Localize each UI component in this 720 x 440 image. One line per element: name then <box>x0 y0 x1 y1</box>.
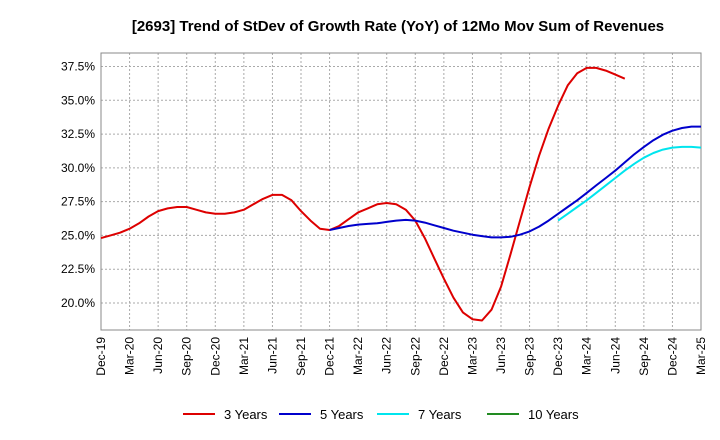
y-tick-label: 32.5% <box>61 127 95 141</box>
x-tick-label: Jun-23 <box>494 337 508 374</box>
series-line-5-years <box>329 125 701 239</box>
y-tick-label: 25.0% <box>61 228 95 242</box>
y-tick-label: 35.0% <box>61 93 95 107</box>
x-tick-label: Jun-24 <box>608 337 622 374</box>
series-lines <box>100 66 702 322</box>
x-axis: Dec-19 Mar-20 Jun-20 Sep-20 Dec-20 Mar-21 Jun-… <box>94 337 708 376</box>
plot-frame <box>100 52 702 331</box>
x-tick-label: Mar-25 <box>694 337 708 375</box>
x-tick-label: Mar-21 <box>237 337 251 375</box>
series-line-7-years <box>557 145 702 222</box>
x-tick-label: Dec-23 <box>551 337 565 376</box>
x-tick-label: Sep-21 <box>294 337 308 376</box>
y-tick-label: 20.0% <box>61 296 95 310</box>
x-tick-label: Mar-24 <box>580 337 594 375</box>
x-tick-label: Dec-22 <box>437 337 451 376</box>
y-tick-label: 30.0% <box>61 161 95 175</box>
x-tick-label: Dec-20 <box>208 337 222 376</box>
x-tick-label: Dec-21 <box>323 337 337 376</box>
x-tick-label: Mar-20 <box>123 337 137 375</box>
x-tick-label: Sep-22 <box>408 337 422 376</box>
legend: 3 Years 5 Years 7 Years 10 Years <box>183 407 579 422</box>
y-tick-label: 37.5% <box>61 60 95 74</box>
y-axis: 20.0% 22.5% 25.0% 27.5% 30.0% 32.5% 35.0% 37.5% <box>61 60 95 310</box>
x-tick-label: Sep-23 <box>523 337 537 376</box>
x-tick-label: Dec-19 <box>94 337 108 376</box>
grid <box>101 53 701 330</box>
legend-label: 3 Years <box>224 407 268 422</box>
x-tick-label: Mar-22 <box>351 337 365 375</box>
x-tick-label: Sep-24 <box>637 337 651 376</box>
legend-label: 7 Years <box>418 407 462 422</box>
x-tick-label: Dec-24 <box>665 337 679 376</box>
x-tick-label: Mar-23 <box>465 337 479 375</box>
x-tick-label: Jun-20 <box>151 337 165 374</box>
legend-label: 5 Years <box>320 407 364 422</box>
y-tick-label: 22.5% <box>61 262 95 276</box>
legend-label: 10 Years <box>528 407 579 422</box>
x-tick-label: Sep-20 <box>180 337 194 376</box>
chart-title: [2693] Trend of StDev of Growth Rate (Yo… <box>132 18 664 35</box>
series-line-3-years <box>100 66 626 322</box>
y-tick-label: 27.5% <box>61 195 95 209</box>
x-tick-label: Jun-21 <box>265 337 279 374</box>
x-tick-label: Jun-22 <box>380 337 394 374</box>
